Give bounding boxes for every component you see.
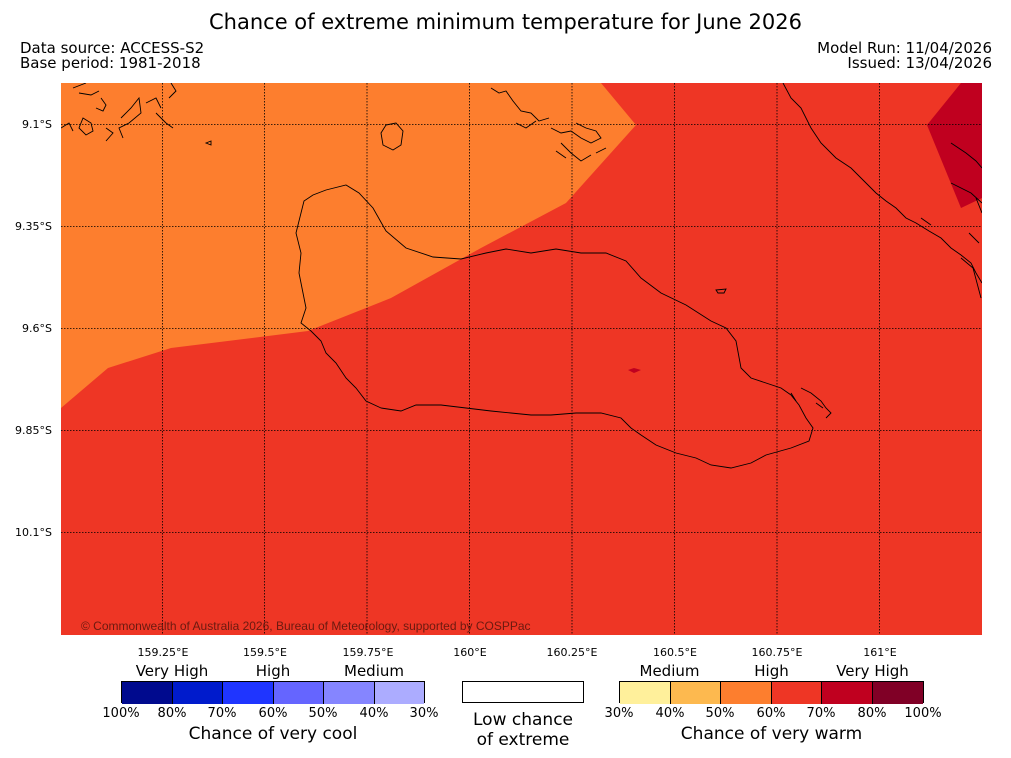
neutral-swatch (462, 681, 584, 703)
warm-swatch (873, 682, 923, 704)
cool-swatch (122, 682, 173, 704)
lat-label: 9.6°S (22, 322, 52, 335)
coastline-nw-islands (61, 83, 177, 142)
cool-pct: 80% (157, 706, 187, 721)
warm-level-medium: Medium (639, 662, 700, 680)
cool-pct: 30% (409, 706, 439, 721)
coastline-ne-island (782, 83, 982, 299)
forecast-map: © Commonwealth of Australia 2026, Bureau… (61, 83, 982, 635)
cool-pct: 40% (359, 706, 389, 721)
warm-swatch (671, 682, 721, 704)
cool-level-very-high: Very High (135, 662, 209, 680)
graticule (61, 83, 982, 635)
lat-label: 9.85°S (15, 424, 52, 437)
cool-swatch (324, 682, 375, 704)
warm-pct: 70% (806, 706, 836, 721)
cool-level-high: High (255, 662, 291, 680)
coastline-islet-east (715, 288, 727, 294)
warm-pct: 80% (857, 706, 887, 721)
lon-label: 160.75°E (751, 646, 803, 659)
cool-pct: 60% (258, 706, 288, 721)
cool-swatch (375, 682, 424, 704)
cool-pct: 50% (308, 706, 338, 721)
cool-colorbar (121, 681, 425, 704)
lon-label: 161°E (863, 646, 897, 659)
warm-swatch (822, 682, 873, 704)
lat-label: 10.1°S (15, 526, 52, 539)
lat-label: 9.35°S (15, 220, 52, 233)
neutral-caption-line2: of extreme (476, 730, 570, 750)
lon-label: 160.25°E (546, 646, 598, 659)
chart-title: Chance of extreme minimum temperature fo… (209, 10, 802, 34)
lon-label: 160.5°E (653, 646, 697, 659)
region-medium-warm (61, 83, 636, 408)
base-period: Base period: 1981-2018 (20, 54, 201, 72)
cool-level-medium: Medium (344, 662, 404, 680)
coastline-islet-small (204, 140, 212, 146)
coastline-east-tip (790, 387, 832, 419)
lon-label: 159.5°E (243, 646, 287, 659)
warm-swatch (620, 682, 671, 704)
warm-pct: 30% (604, 706, 634, 721)
lat-label: 9.1°S (22, 118, 52, 131)
neutral-caption-line1: Low chance (473, 710, 573, 730)
warm-caption: Chance of very warm (680, 724, 863, 744)
region-very-high-warm-spot (628, 368, 641, 373)
warm-pct: 50% (705, 706, 735, 721)
cool-swatch (223, 682, 274, 704)
warm-swatch (721, 682, 772, 704)
copyright-text: © Commonwealth of Australia 2026, Bureau… (81, 619, 531, 633)
warm-swatch (772, 682, 822, 704)
coastline-north-islands (490, 87, 607, 162)
warm-pct: 60% (756, 706, 786, 721)
cool-swatch (274, 682, 324, 704)
cool-pct: 70% (207, 706, 237, 721)
data-source: Data source: ACCESS-S2 (20, 39, 205, 57)
issued-date: Issued: 13/04/2026 (847, 54, 992, 72)
warm-colorbar (619, 681, 924, 704)
warm-pct: 100% (904, 706, 942, 721)
warm-level-high: High (754, 662, 789, 680)
warm-level-very-high: Very High (836, 662, 909, 680)
lon-label: 159.75°E (342, 646, 394, 659)
model-run: Model Run: 11/04/2026 (817, 39, 992, 57)
cool-caption: Chance of very cool (188, 724, 358, 744)
cool-swatch (173, 682, 223, 704)
lon-label: 159.25°E (137, 646, 189, 659)
lon-label: 160°E (453, 646, 487, 659)
warm-pct: 40% (655, 706, 685, 721)
coastline-main-island (295, 184, 814, 469)
cool-pct: 100% (102, 706, 140, 721)
